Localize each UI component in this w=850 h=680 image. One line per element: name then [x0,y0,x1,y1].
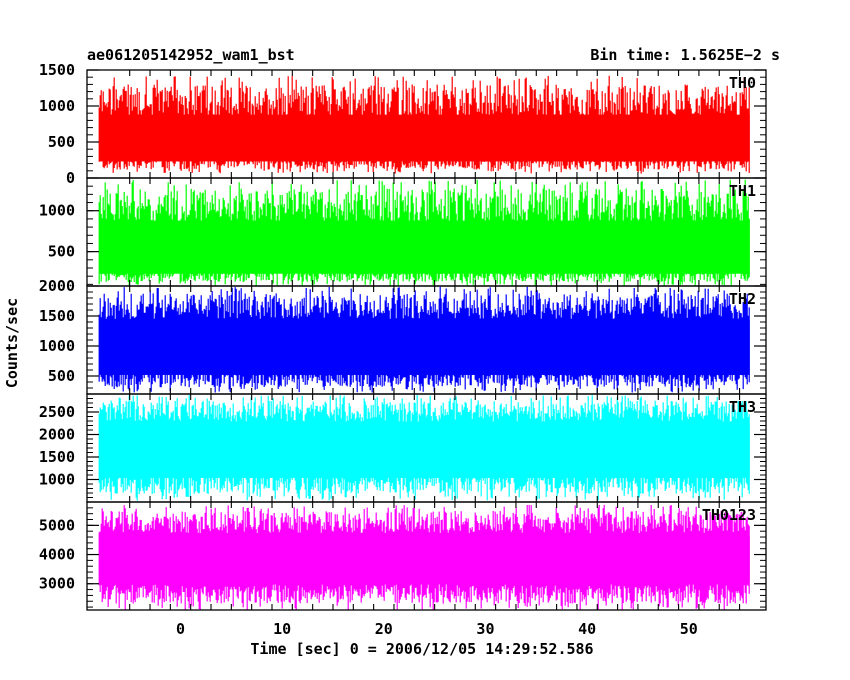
series-core-th0 [99,114,750,162]
series-core-th2 [99,320,750,375]
y-tick-label: 1000 [39,97,75,115]
x-tick-label: 50 [680,620,698,638]
x-tick-label: 0 [176,620,185,638]
y-tick-label: 1500 [39,307,75,325]
y-tick-label: 500 [48,367,75,385]
series-core-th1 [99,220,750,274]
panel-th1: 500 1000 TH1 [39,177,767,287]
chart-title: ae061205142952_wam1_bst [87,46,295,64]
panel-label: TH0 [729,74,756,92]
y-tick-label: 2000 [39,277,75,295]
panel-th2: 500 1000 1500 2000 TH2 [39,277,767,395]
panel-frame [86,501,767,611]
panel-label: TH0123 [702,506,756,524]
y-tick-label: 4000 [39,546,75,564]
y-tick-label: 1500 [39,448,75,466]
y-tick-label: 2000 [39,426,75,444]
x-tick-label: 30 [476,620,494,638]
y-tick-label: 1000 [39,471,75,489]
x-axis-label: Time [sec] 0 = 2006/12/05 14:29:52.586 [250,640,593,658]
y-tick-label: 2500 [39,403,75,421]
y-tick-label: 1500 [39,61,75,79]
y-axis-label: Counts/sec [3,298,21,388]
panel-label: TH1 [729,182,756,200]
series-core-th0123 [99,535,750,583]
series-core-th3 [99,424,750,478]
x-tick-label: 20 [375,620,393,638]
panel-th0: 0 500 1000 1500 TH0 [39,61,767,187]
panel-th0123: 3000 4000 5000 TH0123 [39,501,767,611]
panel-label: TH3 [729,398,756,416]
y-tick-label: 500 [48,243,75,261]
y-tick-label: 1000 [39,202,75,220]
y-tick-label: 0 [66,169,75,187]
panels-group: 050010001500TH05001000TH1500100015002000… [39,61,767,638]
panel-th3: 1000 1500 2000 2500 TH3 [39,393,767,503]
x-tick-label: 10 [273,620,291,638]
panel-label: TH2 [729,290,756,308]
bin-time-label: Bin time: 1.5625E−2 s [590,46,780,64]
y-tick-label: 500 [48,133,75,151]
y-tick-label: 1000 [39,337,75,355]
y-tick-label: 3000 [39,575,75,593]
x-tick-label: 40 [578,620,596,638]
y-tick-label: 5000 [39,516,75,534]
